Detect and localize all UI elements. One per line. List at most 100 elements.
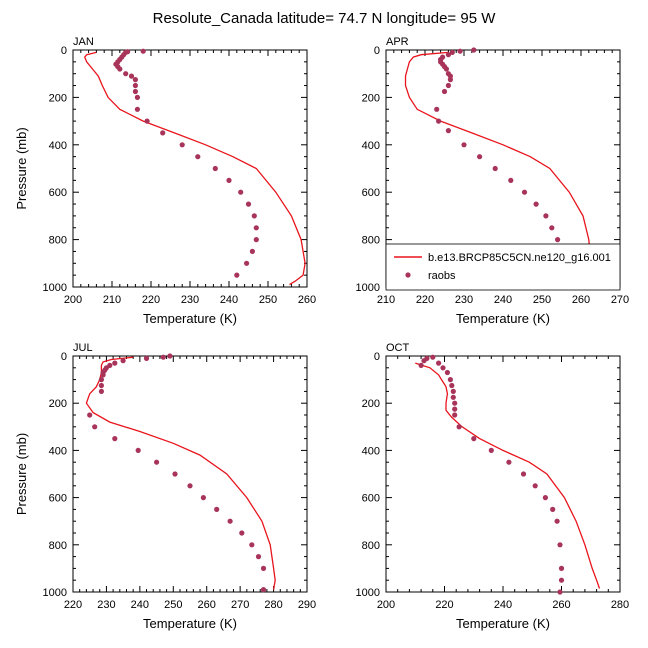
x-tick-label: 220 <box>142 294 160 306</box>
obs-point <box>200 495 206 501</box>
obs-point <box>447 77 453 83</box>
obs-point <box>214 506 220 512</box>
panel-oct: 200 220 240 260 280 0 200 400 600 800 1000 Temperat… <box>356 342 630 631</box>
obs-point <box>100 372 106 378</box>
panels: 200 210 220 230 240 250 260 0 200 400 600 800 1000 Te… <box>14 36 629 631</box>
x-tick-label: 260 <box>198 599 216 611</box>
legend-obs-swatch <box>405 272 411 278</box>
obs-point <box>449 382 455 389</box>
x-tick-label: 260 <box>572 294 590 306</box>
y-tick-label: 200 <box>49 398 67 410</box>
x-tick-label: 250 <box>533 294 551 306</box>
obs-point <box>445 52 451 58</box>
obs-point <box>87 412 93 418</box>
obs-point <box>117 66 123 72</box>
obs-point <box>172 471 178 477</box>
y-tick-label: 400 <box>362 445 380 457</box>
obs-point <box>461 142 467 148</box>
obs-point <box>160 354 166 360</box>
obs-point <box>226 177 232 183</box>
x-tick-label: 230 <box>455 294 473 306</box>
legend-box <box>385 243 621 291</box>
x-tick-label: 270 <box>611 294 629 306</box>
panel-title: APR <box>386 36 409 48</box>
obs-point <box>144 118 150 124</box>
obs-point <box>550 506 556 512</box>
obs-point <box>471 436 477 442</box>
obs-point <box>457 48 463 54</box>
obs-point <box>132 77 138 83</box>
obs-point <box>98 388 104 394</box>
obs-point <box>195 154 201 160</box>
x-axis-label: Temperature (K) <box>143 311 237 326</box>
obs-point <box>140 48 146 54</box>
x-tick-label: 210 <box>103 294 121 306</box>
obs-point <box>532 483 538 489</box>
obs-point <box>436 118 442 124</box>
obs-point <box>255 554 262 560</box>
obs-point <box>441 88 448 95</box>
y-tick-label: 400 <box>362 140 380 152</box>
x-tick-label: 240 <box>494 294 512 306</box>
panel-title: OCT <box>386 342 410 354</box>
obs-point <box>558 577 565 583</box>
x-tick-label: 280 <box>611 599 629 611</box>
obs-point <box>440 365 446 371</box>
obs-point <box>227 518 233 524</box>
obs-point <box>444 369 450 376</box>
obs-point <box>187 483 193 489</box>
obs-point <box>450 388 456 394</box>
obs-point <box>234 272 240 278</box>
obs-point <box>134 106 140 112</box>
legend-obs-label: raobs <box>428 270 456 282</box>
obs-point <box>558 565 565 572</box>
obs-point <box>443 66 449 72</box>
y-tick-label: 600 <box>362 493 380 505</box>
y-tick-label: 800 <box>49 540 67 552</box>
obs-point <box>112 436 118 442</box>
y-tick-label: 1000 <box>43 587 67 599</box>
plot-frame <box>385 355 621 593</box>
obs-point <box>456 424 462 430</box>
y-tick-label: 600 <box>49 187 67 199</box>
panel-jan: 200 210 220 230 240 250 260 0 200 400 600 800 1000 Te… <box>14 36 316 326</box>
obs-point <box>92 424 98 430</box>
obs-point <box>445 128 451 134</box>
obs-point <box>249 542 255 548</box>
obs-point <box>477 154 483 160</box>
obs-point <box>471 47 477 53</box>
obs-point <box>430 354 436 360</box>
obs-point <box>253 237 259 243</box>
obs-point <box>154 459 160 465</box>
y-tick-label: 400 <box>49 445 67 457</box>
y-tick-label: 1000 <box>356 282 380 294</box>
y-tick-label: 800 <box>362 235 380 247</box>
obs-point <box>434 106 440 112</box>
obs-point <box>132 82 138 89</box>
obs-point <box>436 360 442 366</box>
y-tick-label: 200 <box>362 92 380 104</box>
panel-apr: 210 220 230 240 250 260 270 0 200 400 600 800 1000 Te… <box>356 36 630 326</box>
obs-point <box>244 260 250 266</box>
obs-point <box>506 459 512 465</box>
x-tick-label: 240 <box>220 294 238 306</box>
model-series-line <box>415 362 601 589</box>
x-tick-label: 290 <box>298 599 316 611</box>
y-tick-label: 1000 <box>356 587 380 599</box>
y-tick-label: 400 <box>49 140 67 152</box>
y-tick-label: 0 <box>374 351 380 363</box>
y-axis-label: Pressure (mb) <box>14 433 29 515</box>
x-tick-label: 210 <box>377 294 395 306</box>
obs-point <box>488 447 494 453</box>
obs-point <box>452 406 458 412</box>
obs-point <box>452 400 458 406</box>
x-tick-label: 220 <box>435 599 453 611</box>
x-tick-label: 260 <box>552 599 570 611</box>
x-axis-label: Temperature (K) <box>456 311 550 326</box>
obs-point <box>555 237 561 243</box>
obs-point <box>132 88 138 95</box>
obs-point <box>508 177 514 183</box>
x-tick-label: 220 <box>416 294 434 306</box>
